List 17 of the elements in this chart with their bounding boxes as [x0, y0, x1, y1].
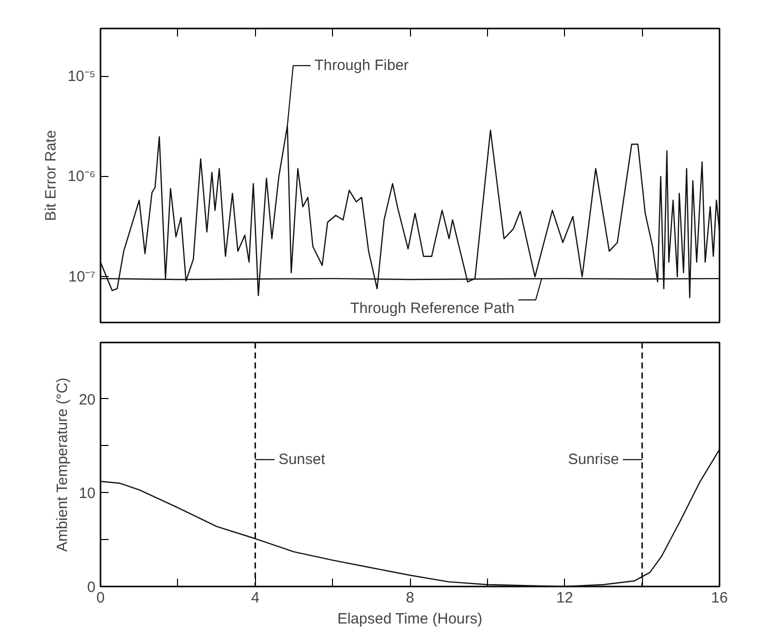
y-tick-label: 10⁻⁶: [68, 168, 96, 186]
x-tick-label: 8: [406, 590, 414, 606]
y-tick-label: 20: [78, 391, 96, 408]
y-axis-title: Ambient Temperature (°C): [54, 378, 71, 552]
y-axis-title: Bit Error Rate: [42, 130, 60, 221]
annotation: Through Fiber: [314, 57, 409, 74]
ref-line-label: Sunset: [278, 451, 326, 468]
y-tick-label: 10⁻⁵: [68, 68, 96, 85]
annotation: Through Reference Path: [350, 300, 514, 317]
x-tick-label: 12: [556, 590, 574, 606]
x-tick-label: 16: [711, 590, 728, 606]
y-tick-label: 10: [78, 485, 96, 502]
y-tick-label: 0: [87, 579, 96, 596]
x-axis-title: Elapsed Time (Hours): [337, 610, 482, 628]
ref-line-label: Sunrise: [568, 451, 619, 468]
x-tick-label: 4: [251, 590, 260, 606]
y-tick-label: 10⁻⁷: [68, 268, 96, 286]
